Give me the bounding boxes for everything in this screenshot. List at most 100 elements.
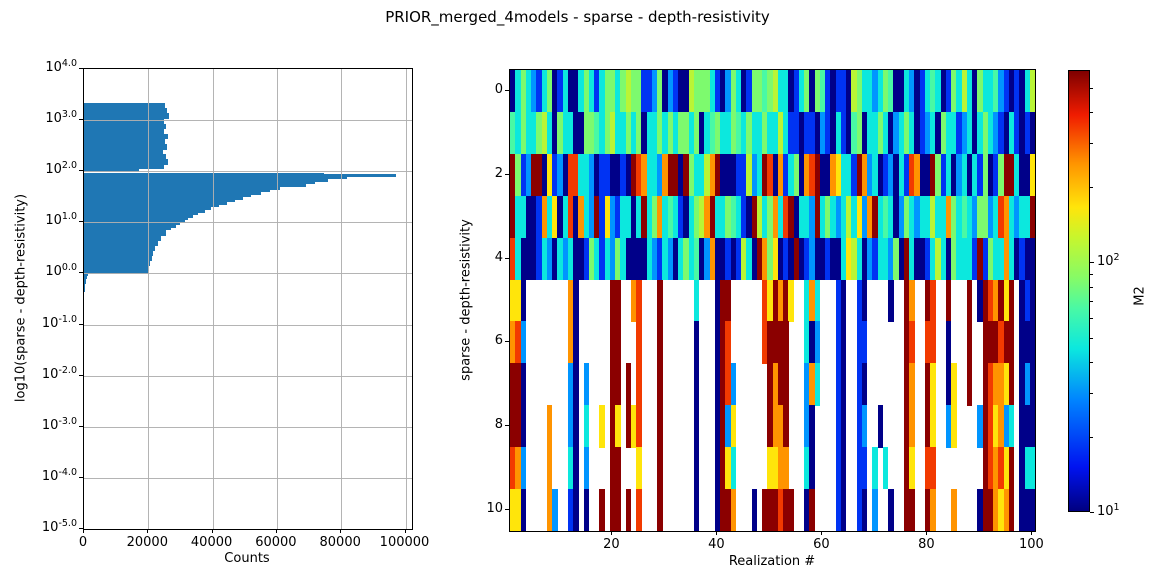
- heatmap-cell: [898, 237, 905, 280]
- heatmap-cell: [704, 111, 710, 155]
- heatmap-cell: [699, 195, 705, 238]
- heatmap-cell: [867, 153, 873, 197]
- heatmap-cell: [1003, 279, 1010, 322]
- heatmap-cell: [751, 489, 758, 531]
- heatmap-cell: [515, 279, 521, 322]
- heatmap-cell: [798, 195, 805, 238]
- heatmap-cell: [709, 237, 716, 280]
- hist-gridline-vertical: [276, 69, 278, 529]
- heatmap-cell: [510, 321, 516, 364]
- heatmap-cell: [735, 70, 742, 113]
- colorbar-minor-tick: [1090, 392, 1093, 394]
- heatmap-cell: [909, 405, 915, 448]
- heatmap-cell: [531, 111, 537, 155]
- heatmap-cell: [762, 279, 768, 322]
- histogram-bar: [84, 235, 162, 241]
- heatmap-cell: [636, 153, 642, 197]
- heatmap-cell: [620, 237, 626, 280]
- heatmap-cell: [993, 447, 999, 490]
- heatmap-cell: [903, 195, 910, 238]
- hist-x-tick-label: 40000: [190, 535, 233, 550]
- heatmap-cell: [924, 70, 931, 113]
- heatmap-cell: [725, 447, 731, 490]
- heatmap-cell: [861, 70, 868, 113]
- heatmap-cell: [1029, 195, 1035, 238]
- hist-y-tick-label: 103.0: [45, 108, 77, 127]
- heatmap-cell: [573, 405, 579, 448]
- heat-x-tick-label: 100: [1018, 537, 1044, 552]
- heatmap-cell: [1024, 195, 1031, 238]
- heat-y-tick: [505, 341, 509, 343]
- heatmap-cell: [630, 237, 637, 280]
- heatmap-cell: [1029, 321, 1035, 364]
- heatmap-cell: [982, 70, 989, 113]
- heatmap-cell: [699, 153, 705, 197]
- heatmap-cell: [578, 70, 584, 113]
- heatmap-cell: [567, 363, 574, 406]
- heatmap-cell: [945, 195, 952, 238]
- heatmap-cell: [562, 70, 569, 113]
- histogram-bar: [84, 230, 166, 236]
- heatmap-cell: [688, 111, 695, 155]
- heatmap-cell: [730, 195, 737, 238]
- heatmap-cell: [783, 195, 789, 238]
- heatmap-cell: [625, 489, 632, 531]
- heatmap-cell: [882, 111, 889, 155]
- heatmap-cell: [987, 195, 994, 238]
- heatmap-cell: [914, 195, 920, 238]
- heatmap-cell: [1008, 153, 1015, 197]
- heatmap-cell: [814, 321, 821, 364]
- heatmap-cell: [615, 321, 621, 364]
- heatmap-cell: [714, 111, 721, 155]
- heatmap-cell: [861, 153, 868, 197]
- heat-y-tick-label: 10: [486, 501, 503, 517]
- heatmap-cell: [951, 363, 957, 406]
- heatmap-cell: [966, 321, 973, 364]
- heatmap-cell: [709, 111, 716, 155]
- heatmap-cell: [951, 70, 957, 113]
- heatmap-cell: [541, 111, 548, 155]
- histogram-bar: [84, 108, 167, 114]
- hist-y-tick: [79, 476, 83, 478]
- heatmap-cell: [510, 447, 516, 490]
- histogram-bar: [84, 176, 347, 180]
- heatmap-cell: [651, 70, 658, 113]
- histogram-bar: [84, 276, 87, 279]
- heatmap-cell: [583, 153, 590, 197]
- heatmap-cell: [856, 153, 863, 197]
- heatmap-cell: [546, 447, 553, 490]
- heatmap-axes: [509, 69, 1036, 532]
- heatmap-cell: [515, 489, 521, 531]
- heatmap-cell: [966, 70, 973, 113]
- heatmap-cell: [935, 111, 941, 155]
- heatmap-cell: [651, 195, 658, 238]
- heatmap-cell: [599, 153, 605, 197]
- heatmap-cell: [693, 405, 700, 448]
- histogram-bar: [84, 118, 165, 125]
- heatmap-cell: [573, 321, 579, 364]
- heatmap-cell: [646, 70, 653, 113]
- histogram-bar: [84, 265, 149, 272]
- colorbar-major-tick: [1090, 262, 1094, 264]
- histogram-bar: [84, 164, 165, 169]
- heatmap-cell: [930, 70, 936, 113]
- heatmap-cell: [604, 111, 611, 155]
- heatmap-cell: [840, 195, 847, 238]
- heatmap-cell: [751, 195, 758, 238]
- heatmap-cell: [788, 279, 794, 322]
- colorbar-minor-tick: [1090, 273, 1093, 275]
- heatmap-cell: [788, 195, 794, 238]
- heatmap-cell: [609, 70, 616, 113]
- colorbar-minor-tick: [1090, 361, 1093, 363]
- histogram-bar: [84, 270, 149, 274]
- heatmap-cell: [604, 237, 611, 280]
- heatmap-cell: [651, 153, 658, 197]
- heatmap-cell: [930, 111, 936, 155]
- heatmap-cell: [588, 70, 595, 113]
- histogram-axes: [83, 68, 413, 530]
- heatmap-cell: [615, 153, 621, 197]
- heatmap-cell: [515, 237, 521, 280]
- heatmap-cell: [725, 489, 731, 531]
- heatmap-cell: [998, 70, 1004, 113]
- histogram-bar: [84, 207, 211, 210]
